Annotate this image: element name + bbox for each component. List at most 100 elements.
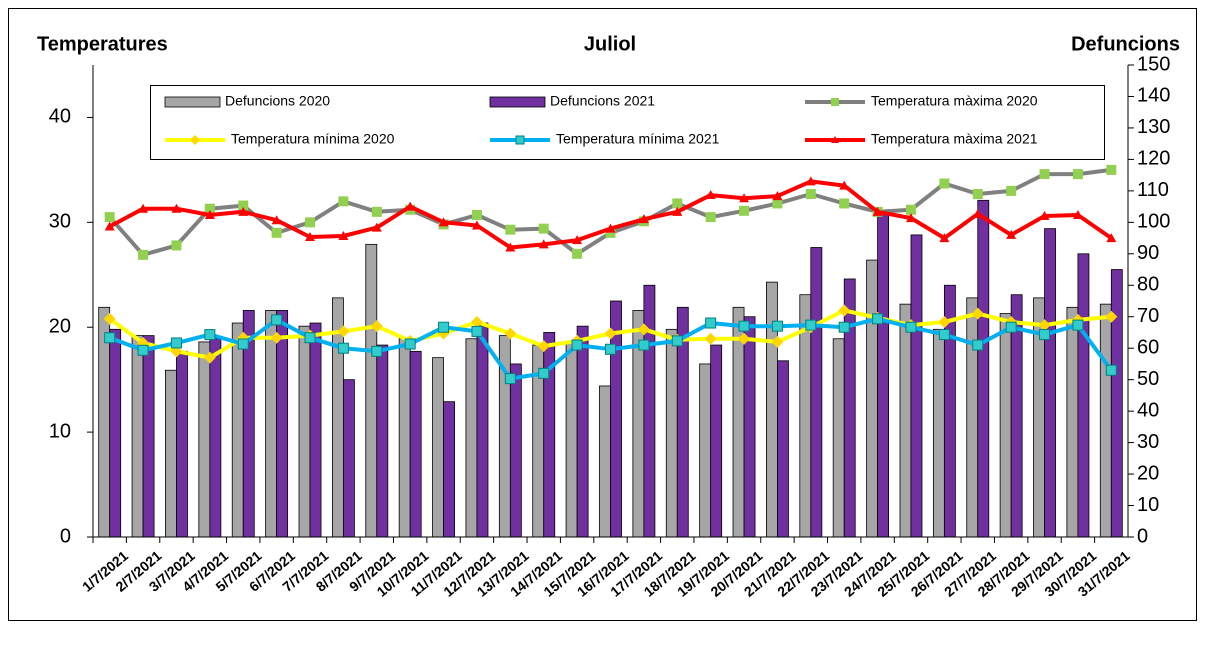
marker [972, 189, 983, 200]
marker [270, 331, 283, 344]
marker [238, 206, 249, 216]
bar [409, 350, 422, 538]
marker [538, 239, 549, 249]
y2-tick-label: 0 [1137, 525, 1148, 547]
marker [204, 203, 215, 214]
marker [1072, 319, 1084, 331]
bar [509, 363, 522, 538]
marker [471, 220, 482, 230]
marker [772, 191, 783, 201]
marker [939, 233, 950, 243]
bar [376, 344, 389, 538]
marker [738, 332, 751, 345]
marker [371, 345, 383, 357]
legend-marker [190, 135, 200, 145]
marker [739, 193, 750, 203]
marker [271, 227, 282, 238]
marker [571, 339, 583, 351]
legend-box [150, 85, 1105, 160]
marker [771, 320, 783, 332]
chart-title: Juliol [584, 33, 636, 55]
bar [832, 338, 845, 538]
marker [938, 329, 950, 341]
bar [265, 310, 278, 538]
marker [104, 221, 115, 231]
marker [1005, 321, 1017, 333]
marker [103, 312, 116, 325]
marker [337, 325, 350, 338]
bar [999, 313, 1012, 538]
legend-label: Temperatura mínima 2021 [556, 131, 720, 147]
bar [699, 363, 712, 538]
bar [643, 284, 656, 538]
marker [705, 212, 716, 223]
y2-tick-label: 110 [1137, 179, 1169, 201]
marker [504, 373, 516, 385]
marker [638, 339, 650, 351]
marker [605, 227, 616, 238]
y2-tick-label: 40 [1137, 399, 1159, 421]
marker [138, 249, 149, 260]
bar [866, 259, 878, 538]
legend-swatch [489, 96, 546, 108]
marker [137, 344, 149, 356]
marker [605, 343, 616, 355]
marker [1105, 364, 1117, 376]
marker [370, 320, 383, 333]
marker [204, 209, 215, 219]
legend-label: Defuncions 2021 [550, 93, 655, 109]
legend-label: Temperatura màxima 2020 [871, 93, 1038, 109]
y2-axis-label: Defuncions [1071, 33, 1180, 55]
bar [899, 303, 912, 538]
marker [839, 198, 850, 209]
marker [1106, 233, 1117, 243]
marker [170, 337, 182, 349]
y2-tick-label: 10 [1137, 494, 1159, 516]
legend-label: Defuncions 2020 [225, 93, 330, 109]
marker [438, 321, 450, 333]
marker [739, 205, 750, 216]
bar [777, 360, 789, 538]
marker [838, 304, 851, 317]
y2-tick-label: 130 [1137, 116, 1170, 138]
bar [142, 335, 155, 538]
marker [203, 351, 216, 364]
y-tick-label: 30 [49, 211, 71, 233]
y2-tick-label: 20 [1137, 462, 1159, 484]
bar [565, 341, 578, 538]
y2-tick-label: 70 [1137, 305, 1159, 327]
marker [872, 313, 884, 325]
legend-label: Temperatura mínima 2020 [231, 131, 395, 147]
legend-marker [831, 98, 839, 106]
y2-tick-label: 60 [1137, 336, 1159, 358]
marker [1106, 164, 1117, 175]
y2-tick-label: 50 [1137, 368, 1159, 390]
marker [305, 217, 316, 228]
bar [599, 385, 611, 538]
marker [671, 335, 683, 347]
marker [1039, 169, 1050, 180]
y-tick-label: 40 [49, 106, 71, 128]
marker [305, 232, 316, 242]
bar [276, 310, 289, 538]
marker [572, 248, 583, 259]
y2-tick-label: 100 [1137, 211, 1170, 233]
marker [371, 206, 382, 217]
marker [304, 332, 316, 344]
marker [1006, 185, 1017, 196]
marker [504, 327, 517, 340]
marker [505, 242, 516, 252]
y2-tick-label: 150 [1137, 53, 1170, 75]
legend: Defuncions 2020 Defuncions 2021 Temperatur… [150, 85, 1105, 160]
marker [338, 230, 349, 240]
marker [1072, 169, 1083, 180]
marker [972, 208, 983, 218]
bar [966, 297, 979, 538]
marker [971, 307, 984, 320]
marker [238, 200, 249, 211]
marker [538, 367, 550, 379]
bar [932, 328, 945, 538]
marker [872, 206, 883, 216]
marker [705, 190, 716, 200]
marker [1072, 209, 1083, 219]
